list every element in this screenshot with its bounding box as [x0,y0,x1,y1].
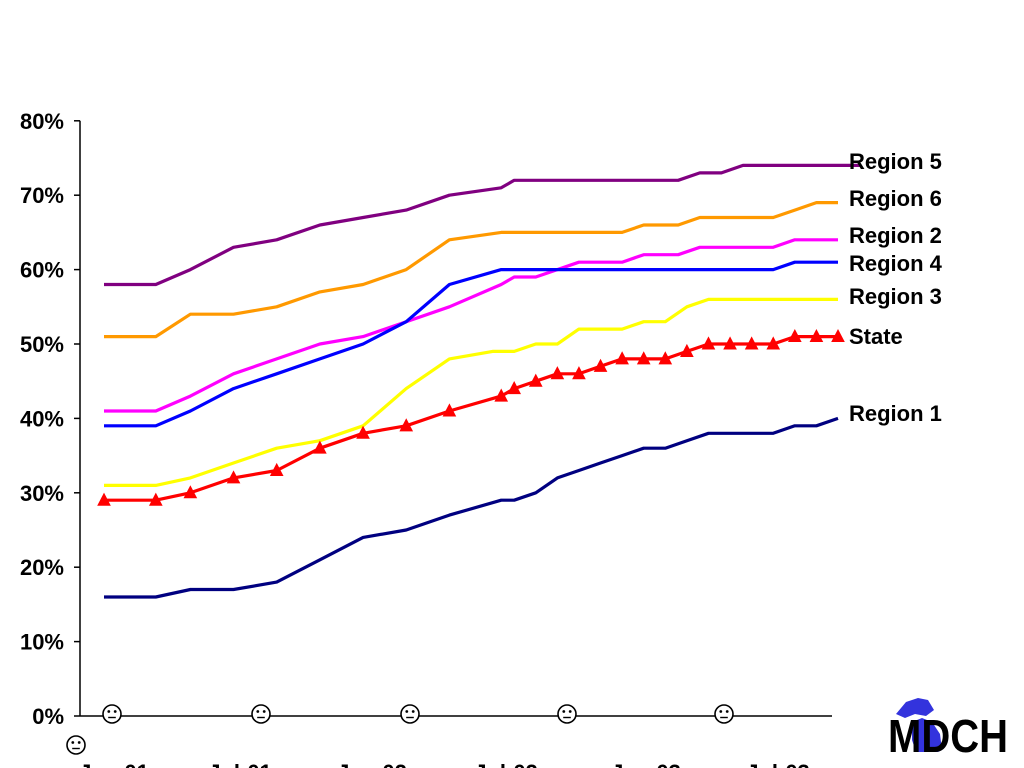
series-lines [104,163,860,599]
legend-label-region-5: Region 5 [849,149,942,174]
face-eye [719,710,723,713]
y-tick-label: 30% [20,481,64,506]
x-tick-label: Jul-03 [746,760,810,768]
series-line-state [104,335,838,502]
x-tick-label: Jul-02 [474,760,538,768]
data-point-state [226,470,241,484]
face-eye [77,741,81,744]
face-eye [568,710,572,713]
x-tick-label: Jul-01 [208,760,272,768]
face-markers [66,704,734,755]
logo-text: MDCH [888,710,1008,762]
data-point-state [593,358,608,372]
face-outline [557,704,577,724]
michigan-map-icon [896,698,942,752]
data-point-state [787,328,802,343]
y-tick-label: 0% [32,704,64,729]
face-eye [405,710,409,713]
legend-label-region-6: Region 6 [849,186,942,211]
legend-label-state: State [849,324,903,349]
data-point-state [356,425,370,439]
data-point-state [658,351,673,365]
face-icon [251,704,271,724]
y-tick-label: 40% [20,406,64,431]
face-icon [400,704,420,724]
face-outline [251,704,271,724]
x-tick-label: Jan-03 [611,760,681,768]
legend-label-region-1: Region 1 [849,401,942,426]
face-eye [256,710,260,713]
face-eye [562,710,566,713]
face-outline [102,704,122,724]
series-line-region-1 [104,416,839,599]
chart-axes [79,120,832,717]
data-point-state [494,388,509,402]
face-eye [71,741,75,744]
data-point-state [572,366,586,380]
y-axis-ticks: 0% 10% 20% 30% 40% 50% 60% 70% 80% [20,109,80,729]
data-point-state [507,381,522,395]
data-point-state [269,462,284,476]
data-point-state [701,336,716,350]
face-eye [113,710,117,713]
data-point-state [550,366,565,380]
legend: Region 5 Region 6 Region 2 Region 4 Region 3… [849,149,943,426]
data-point-state [399,418,414,432]
y-tick-label: 80% [20,109,64,134]
series-markers [97,328,845,506]
legend-label-region-4: Region 4 [849,251,943,276]
face-icon [714,704,734,724]
face-eye [107,710,111,713]
face-icon [66,735,86,755]
data-point-state [528,373,543,387]
x-tick-label: Jan-01 [79,760,149,768]
face-outline [66,735,86,755]
y-tick-label: 20% [20,555,64,580]
series-line-region-4 [104,260,838,428]
data-point-state [723,336,737,350]
data-point-state [744,336,759,350]
data-point-state [615,351,629,365]
data-point-state [766,336,781,350]
y-tick-label: 60% [20,258,64,283]
face-icon [557,704,577,724]
face-eye [262,710,266,713]
face-outline [400,704,420,724]
data-point-state [442,403,457,417]
data-point-state [313,440,327,454]
data-point-state [680,343,694,357]
legend-label-region-3: Region 3 [849,284,942,309]
data-point-state [97,492,111,506]
series-line-region-5 [104,163,860,287]
face-outline [714,704,734,724]
legend-label-region-2: Region 2 [849,223,942,248]
face-eye [725,710,729,713]
series-line-region-3 [104,297,838,487]
series-line-region-6 [104,201,838,339]
y-tick-label: 10% [20,630,64,655]
series-line-region-2 [104,238,838,413]
data-point-state [148,492,163,506]
face-eye [411,710,415,713]
data-point-state [183,485,198,499]
mdch-logo: MDCH [888,698,1008,762]
y-tick-label: 50% [20,332,64,357]
y-tick-label: 70% [20,183,64,208]
x-tick-label: Jan-02 [337,760,407,768]
x-axis-ticks: Jan-01 Jul-01 Jan-02 Jul-02 Jan-03 Jul-03 [79,760,810,768]
data-point-state [831,328,845,343]
data-point-state [809,328,824,343]
face-icon [102,704,122,724]
data-point-state [636,351,651,365]
